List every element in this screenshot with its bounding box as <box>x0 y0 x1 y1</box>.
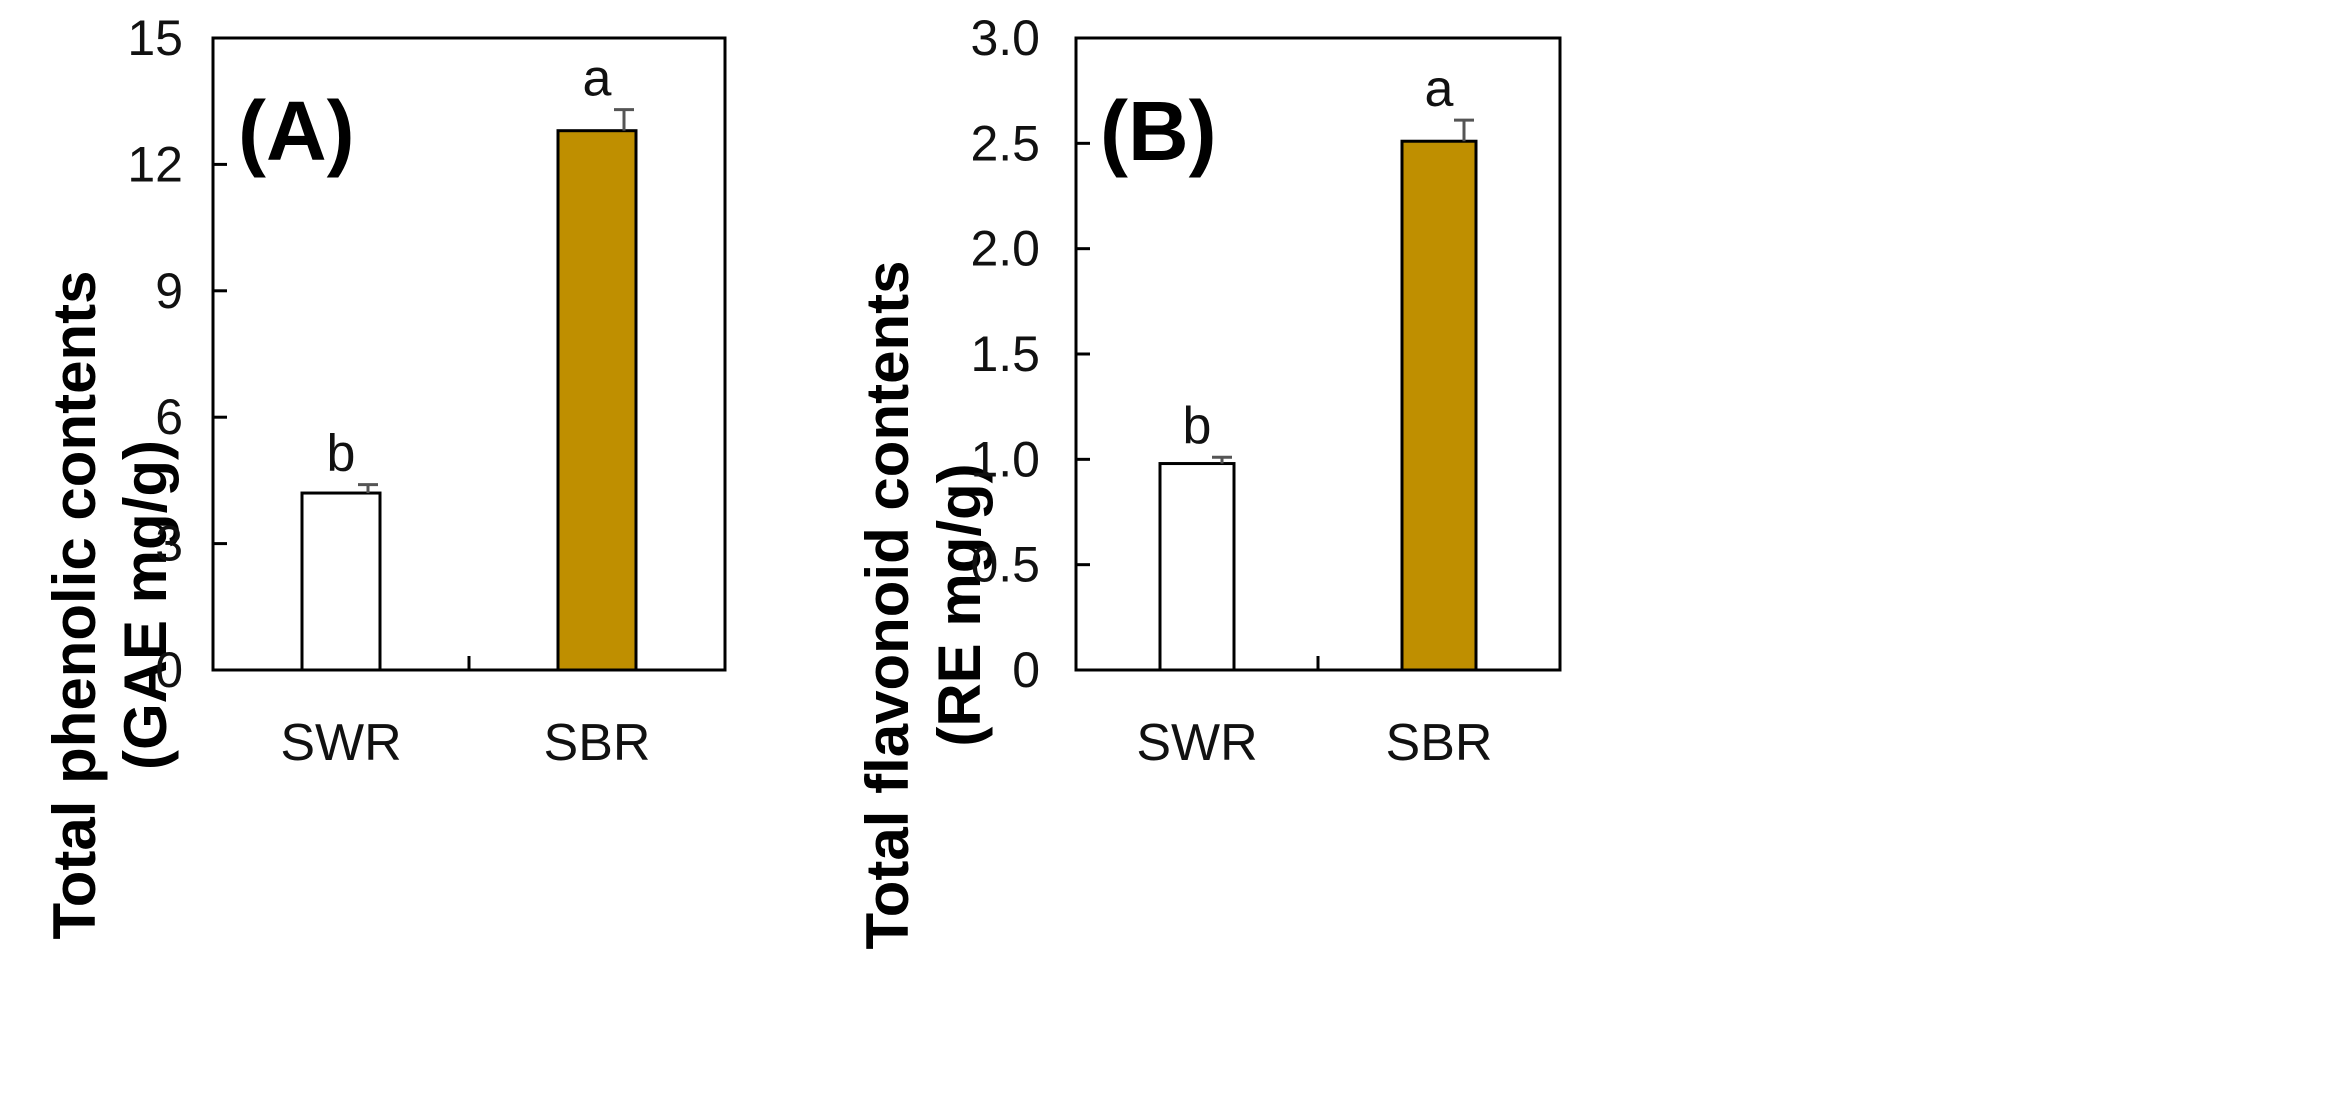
significance-label: a <box>583 50 612 108</box>
chart-panel-b: Total flavonoid contents (RE mg/g) (B) 0… <box>854 10 1562 950</box>
y-tick-label: 1.5 <box>970 326 1040 382</box>
y-axis-title: Total flavonoid contents (RE mg/g) <box>854 261 993 950</box>
x-category-label: SBR <box>544 714 651 772</box>
bar-sbr <box>1400 139 1478 672</box>
y-axis-title-line1: Total phenolic contents <box>41 271 108 940</box>
y-tick-label: 0.5 <box>970 537 1040 593</box>
chart-panel-a: Total phenolic contents (GAE mg/g) (A) 0… <box>41 10 727 940</box>
y-axis-title-line2: (GAE mg/g) <box>112 440 179 770</box>
y-tick-label: 15 <box>127 10 183 66</box>
x-category-label: SBR <box>1386 714 1493 772</box>
bar-swr <box>1158 462 1236 672</box>
y-tick-label: 0 <box>155 642 183 698</box>
bar-swr <box>300 491 382 672</box>
y-axis-title: Total phenolic contents (GAE mg/g) <box>41 271 179 940</box>
significance-label: b <box>327 425 356 483</box>
significance-label: a <box>1425 60 1454 118</box>
y-tick-label: 9 <box>155 263 183 319</box>
significance-label: b <box>1183 397 1212 455</box>
y-tick-label: 3 <box>155 516 183 572</box>
y-tick-label: 2.0 <box>970 221 1040 277</box>
panel-label: (B) <box>1100 84 1217 178</box>
bar-sbr <box>556 129 638 672</box>
y-tick-label: 6 <box>155 389 183 445</box>
x-category-label: SWR <box>1136 714 1257 772</box>
x-category-label: SWR <box>280 714 401 772</box>
panel-label: (A) <box>238 84 355 178</box>
y-tick-label: 3.0 <box>970 10 1040 66</box>
y-tick-label: 1.0 <box>970 431 1040 487</box>
y-tick-label: 12 <box>127 136 183 192</box>
y-axis-title-line2: (RE mg/g) <box>926 463 993 746</box>
y-tick-label: 0 <box>1012 642 1040 698</box>
y-tick-label: 2.5 <box>970 115 1040 171</box>
y-axis-title-line1: Total flavonoid contents <box>854 261 921 950</box>
